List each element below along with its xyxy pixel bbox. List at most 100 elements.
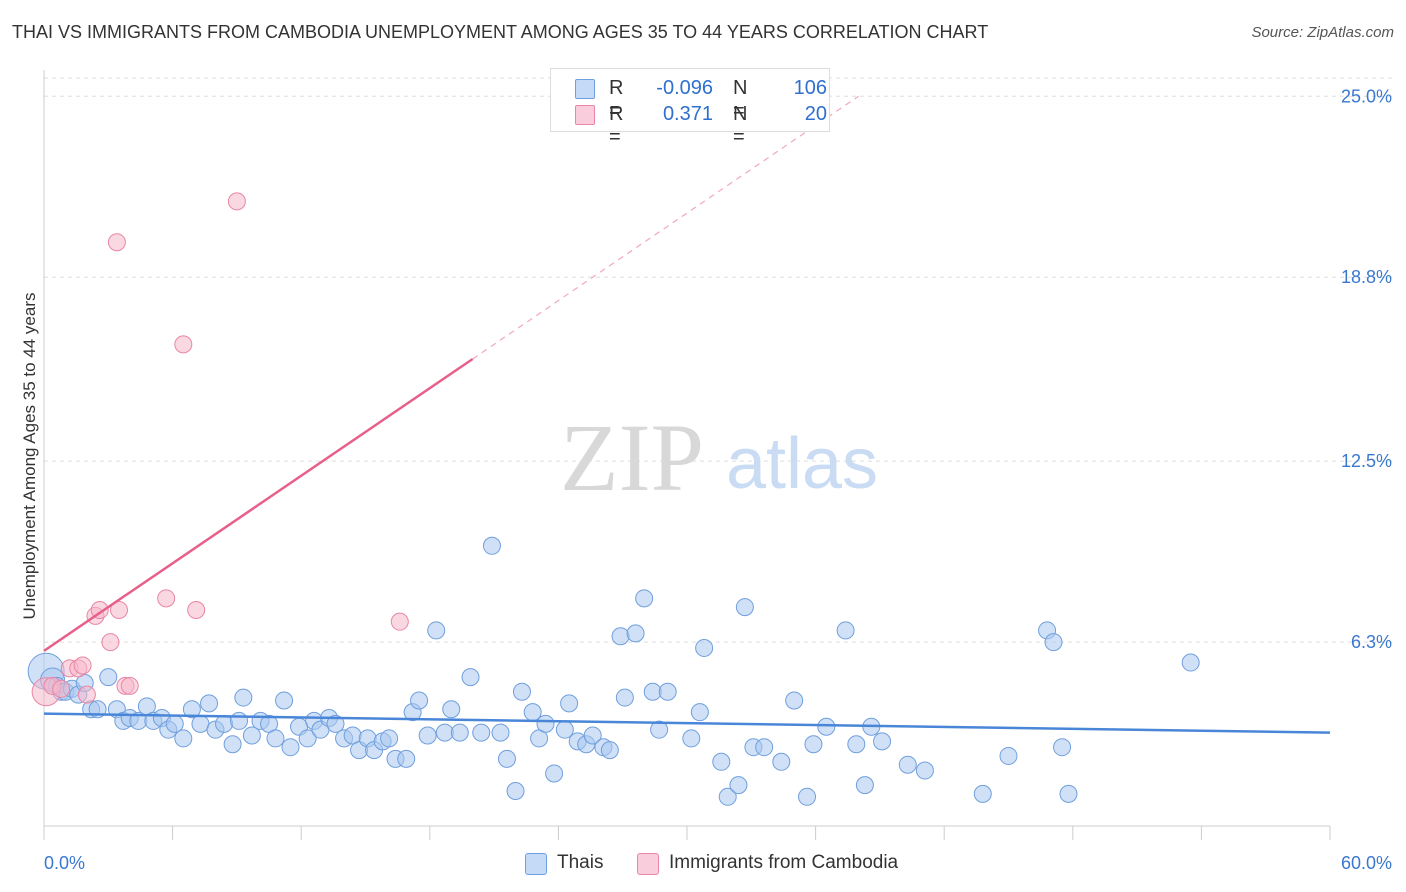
point-thais — [560, 694, 579, 713]
point-cambodia — [110, 601, 129, 619]
series-cambodia-points — [31, 192, 409, 707]
y-tick-label: 12.5% — [1341, 451, 1392, 471]
series-thais-points — [27, 536, 1200, 806]
y-axis-label: Unemployment Among Ages 35 to 44 years — [20, 292, 39, 620]
point-thais — [410, 691, 429, 710]
point-thais — [191, 714, 210, 733]
x-tick-label: 0.0% — [44, 853, 85, 873]
watermark-atlas: atlas — [726, 424, 878, 504]
point-thais — [435, 723, 454, 742]
point-thais — [450, 723, 469, 742]
point-thais — [1044, 633, 1063, 652]
legend-swatch-cambodia — [575, 105, 595, 125]
point-thais — [755, 738, 774, 757]
point-thais — [298, 729, 317, 748]
point-thais — [275, 691, 294, 710]
point-thais — [847, 735, 866, 754]
watermark: ZIP atlas — [560, 404, 878, 511]
point-cambodia — [90, 601, 109, 619]
point-thais — [99, 668, 118, 687]
legend-n-label: N = — [733, 103, 748, 148]
point-thais — [635, 589, 654, 608]
y-tick-label: 25.0% — [1341, 86, 1392, 106]
point-thais — [165, 714, 184, 733]
point-thais — [615, 688, 634, 707]
point-thais — [611, 627, 630, 646]
point-thais — [873, 732, 892, 751]
bottom-legend-label-cambodia: Immigrants from Cambodia — [669, 852, 899, 873]
y-tick-label: 18.8% — [1341, 267, 1392, 287]
point-thais — [804, 735, 823, 754]
point-thais — [380, 729, 399, 748]
point-thais — [491, 723, 510, 742]
point-cambodia — [52, 679, 71, 698]
point-cambodia — [390, 612, 409, 631]
point-thais — [397, 749, 416, 768]
legend-swatch-thais — [575, 79, 595, 99]
point-thais — [427, 621, 446, 640]
point-cambodia — [77, 685, 96, 704]
point-thais — [898, 755, 917, 774]
point-cambodia — [227, 192, 246, 211]
point-cambodia — [174, 335, 193, 354]
trend-line-thais — [43, 712, 1331, 734]
point-thais — [200, 694, 219, 713]
bottom-legend-swatch-cambodia — [637, 853, 659, 875]
tick-labels: 6.3% 12.5% 18.8% 25.0% 0.0% 60.0% — [44, 86, 1392, 873]
point-thais — [600, 741, 619, 760]
point-thais — [482, 536, 501, 555]
point-thais — [215, 714, 234, 733]
point-thais — [712, 752, 731, 771]
point-thais — [472, 723, 491, 742]
point-thais — [836, 621, 855, 640]
point-thais — [583, 726, 602, 745]
point-thais — [855, 776, 874, 795]
x-tick-label: 60.0% — [1341, 853, 1392, 873]
grid-lines — [44, 77, 1392, 643]
legend-n-value-thais: 106 — [793, 77, 827, 99]
bottom-legend-label-thais: Thais — [557, 852, 604, 873]
point-thais — [643, 682, 662, 701]
trend-lines — [43, 95, 1331, 734]
point-thais — [650, 720, 669, 739]
point-thais — [999, 746, 1018, 765]
point-thais — [695, 638, 714, 657]
point-thais — [785, 691, 804, 710]
point-thais — [326, 714, 345, 733]
chart-source: Source: ZipAtlas.com — [1251, 24, 1394, 41]
point-thais — [658, 682, 677, 701]
legend-r-value-thais: -0.096 — [656, 77, 713, 99]
point-thais — [718, 787, 737, 806]
point-thais — [626, 624, 645, 643]
point-cambodia — [101, 633, 120, 652]
legend-n-label: N = — [733, 77, 748, 122]
point-thais — [772, 752, 791, 771]
point-thais — [512, 682, 531, 701]
chart-title: THAI VS IMMIGRANTS FROM CAMBODIA UNEMPLO… — [12, 22, 989, 42]
point-thais — [536, 714, 555, 733]
point-thais — [442, 700, 461, 719]
point-thais — [234, 688, 253, 707]
point-thais — [461, 668, 480, 687]
trend-line-cambodia-extended — [472, 95, 859, 360]
point-thais — [1181, 653, 1200, 672]
legend-r-value-cambodia: 0.371 — [662, 103, 713, 125]
point-thais — [266, 729, 285, 748]
point-thais — [242, 726, 261, 745]
y-tick-label: 6.3% — [1351, 632, 1392, 652]
point-thais — [174, 729, 193, 748]
point-thais — [729, 776, 748, 795]
point-thais — [281, 738, 300, 757]
point-thais — [506, 781, 525, 800]
point-thais — [735, 598, 754, 617]
point-thais — [915, 761, 934, 780]
watermark-zip: ZIP — [560, 404, 704, 511]
point-thais — [798, 787, 817, 806]
point-thais — [545, 764, 564, 783]
point-thais — [1053, 738, 1072, 757]
point-thais — [690, 703, 709, 722]
point-thais — [1059, 784, 1078, 803]
point-cambodia — [187, 601, 206, 619]
point-thais — [817, 717, 836, 736]
